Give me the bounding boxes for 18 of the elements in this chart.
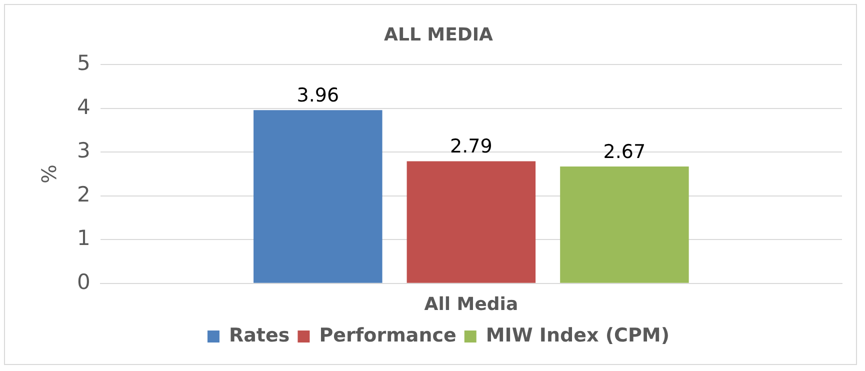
legend-label: Performance [319,324,456,346]
y-tick-label: 1 [76,226,90,250]
x-tick-label: All Media [424,294,518,315]
y-axis-title: % [37,164,62,184]
data-label: 2.79 [450,136,492,158]
data-label: 2.67 [603,141,646,163]
bar [254,110,382,283]
bar [406,161,536,283]
y-tick-label: 0 [76,270,90,294]
chart-title: ALL MEDIA [384,24,494,46]
y-tick-label: 3 [76,138,90,163]
legend-label: Rates [228,324,290,346]
legend-label: MIW Index (CPM) [486,324,670,346]
y-tick-label: 4 [76,94,90,119]
data-label: 3.96 [296,84,340,107]
bar [560,166,689,283]
y-tick-label: 2 [76,182,90,206]
y-tick-label: 5 [76,51,90,76]
